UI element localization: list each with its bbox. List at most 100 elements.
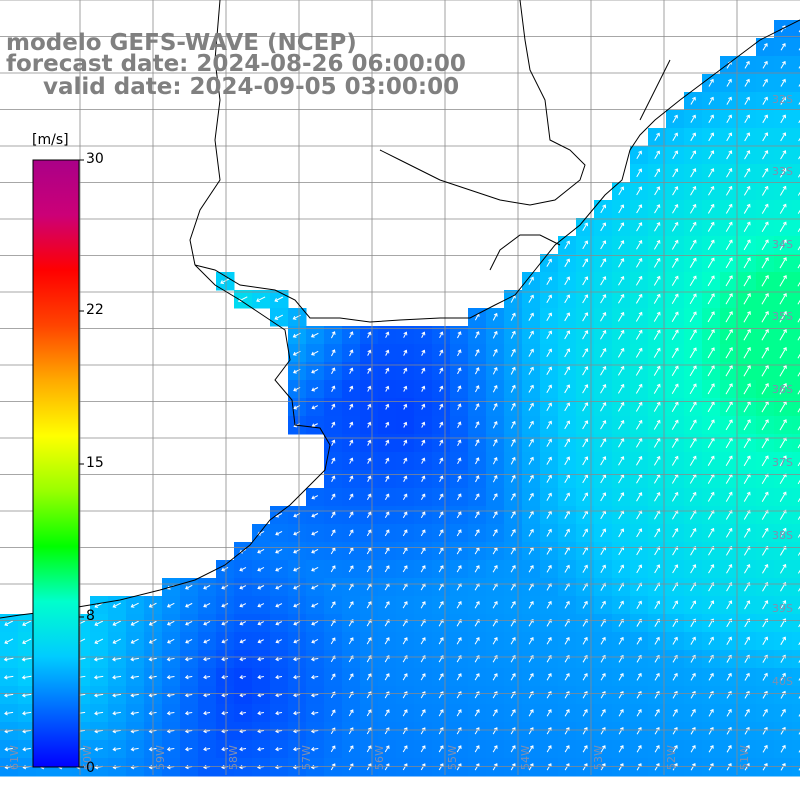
wind-arrow	[618, 258, 625, 268]
wind-arrow	[510, 511, 516, 519]
wind-arrow	[779, 365, 787, 377]
wind-arrow	[779, 455, 787, 467]
wind-arrow	[349, 385, 354, 392]
wind-arrow	[203, 657, 211, 662]
wind-arrow	[456, 745, 462, 753]
wind-arrow	[366, 763, 372, 771]
wind-arrow	[797, 371, 800, 377]
wind-arrow	[744, 78, 750, 87]
wind-arrow	[185, 602, 193, 608]
wind-arrow	[528, 456, 534, 465]
wind-arrow	[600, 745, 606, 753]
wind-arrow	[167, 638, 175, 644]
wind-arrow	[582, 456, 589, 466]
wind-arrow	[671, 221, 679, 232]
wind-arrow	[546, 402, 552, 411]
wind-arrow	[4, 711, 14, 716]
wind-arrow	[743, 365, 751, 377]
wind-arrow	[689, 347, 697, 359]
wind-arrow	[330, 547, 336, 555]
wind-arrow	[564, 492, 570, 502]
wind-arrow	[582, 528, 588, 537]
latitude-label: 36S	[772, 383, 793, 396]
wind-arrow	[779, 293, 787, 305]
wind-arrow	[779, 311, 787, 323]
wind-arrow	[275, 531, 283, 536]
wind-arrow	[654, 491, 661, 502]
wind-arrow	[636, 636, 642, 645]
wind-arrow	[654, 708, 660, 717]
wind-arrow	[779, 185, 787, 196]
wind-arrow	[510, 330, 516, 339]
wind-arrow	[654, 600, 661, 610]
wind-arrow	[672, 564, 679, 574]
wind-arrow	[349, 403, 354, 410]
wind-arrow	[311, 548, 319, 554]
wind-arrow	[331, 385, 336, 392]
wind-arrow	[689, 239, 697, 250]
colorbar-tick-label: 0	[86, 760, 95, 776]
wind-arrow	[690, 132, 697, 142]
wind-arrow	[384, 493, 390, 500]
wind-arrow	[348, 493, 354, 500]
wind-arrow	[636, 186, 643, 196]
wind-arrow	[798, 173, 800, 178]
wind-arrow	[618, 745, 624, 753]
wind-arrow	[707, 347, 715, 359]
wind-arrow	[690, 672, 696, 681]
speed-cell	[792, 218, 800, 237]
wind-arrow	[582, 438, 589, 448]
wind-arrow	[636, 455, 643, 466]
wind-arrow	[330, 565, 336, 573]
longitude-label: 52W	[665, 745, 678, 770]
speed-cell	[792, 632, 800, 651]
wind-arrow	[546, 420, 552, 429]
wind-arrow	[582, 745, 588, 753]
longitude-label: 59W	[154, 745, 167, 770]
wind-arrow	[600, 672, 606, 681]
wind-arrow	[457, 367, 462, 375]
wind-arrow	[564, 636, 570, 645]
wind-arrow	[618, 600, 624, 609]
speed-cell	[792, 146, 800, 165]
wind-arrow	[275, 566, 283, 572]
wind-arrow	[762, 42, 768, 51]
wind-arrows	[3, 25, 800, 771]
wind-arrow	[653, 311, 661, 322]
wind-arrow	[221, 567, 229, 572]
wind-arrow	[438, 673, 444, 681]
wind-arrow	[112, 711, 121, 716]
speed-cell	[792, 128, 800, 147]
wind-arrow	[402, 601, 408, 609]
speed-cell	[792, 254, 800, 273]
wind-arrow	[672, 114, 678, 123]
speed-cell	[792, 578, 800, 597]
wind-arrow	[654, 132, 660, 141]
wind-arrow	[780, 744, 786, 753]
wind-arrow	[689, 275, 697, 287]
wind-arrow	[257, 747, 265, 752]
wind-arrow	[385, 457, 390, 464]
wind-arrow	[492, 366, 498, 375]
wind-arrow	[239, 567, 247, 572]
wind-arrow	[310, 747, 319, 752]
wind-arrow	[780, 42, 786, 51]
wind-arrow	[420, 529, 426, 537]
wind-arrow	[528, 312, 534, 321]
wind-arrow	[510, 763, 516, 771]
wind-arrow	[310, 711, 319, 716]
speed-cell	[792, 398, 800, 417]
wind-arrow	[275, 747, 283, 752]
wind-arrow	[798, 137, 800, 142]
wind-arrow	[761, 293, 769, 305]
wind-arrow	[671, 383, 679, 394]
wind-arrow	[707, 491, 715, 502]
wind-arrow	[761, 527, 769, 538]
wind-arrow	[112, 747, 121, 752]
wind-arrow	[744, 168, 751, 178]
wind-arrow	[653, 329, 661, 340]
wind-arrow	[689, 311, 697, 323]
wind-arrow	[384, 547, 390, 555]
wind-arrow	[528, 564, 534, 573]
colorbar-gradient	[32, 159, 80, 768]
